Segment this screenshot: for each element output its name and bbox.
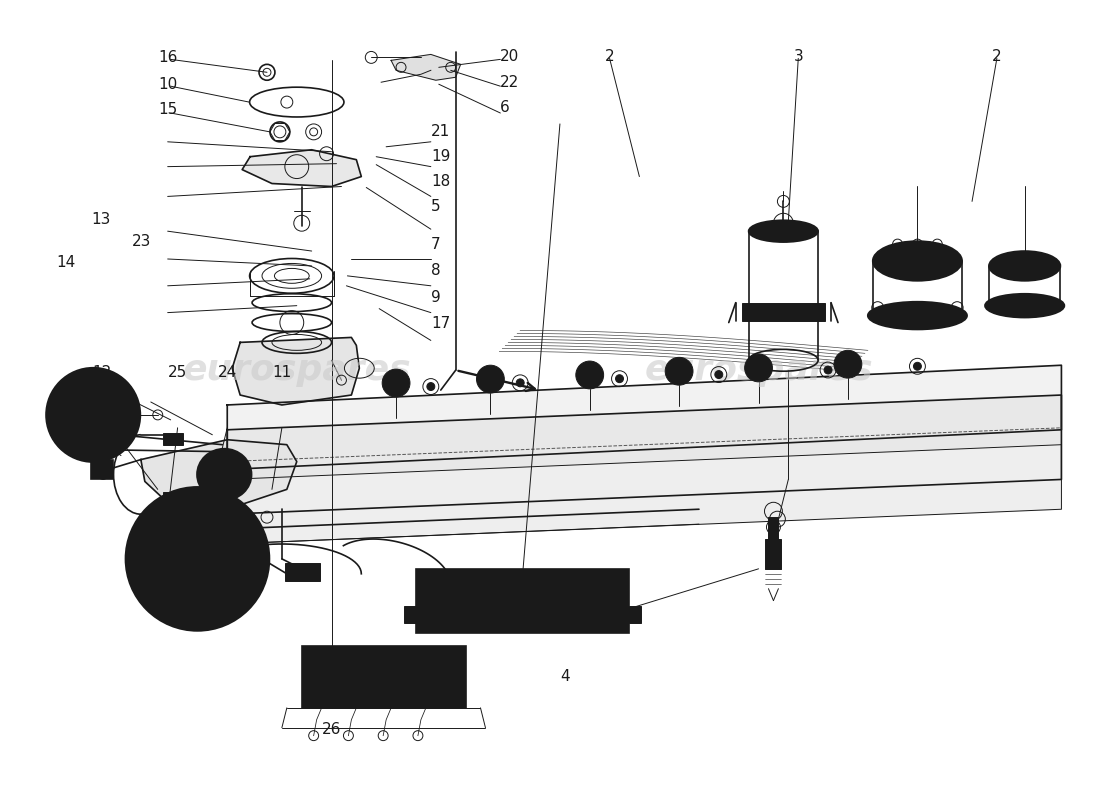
Text: 2: 2 [992, 49, 1002, 64]
Ellipse shape [125, 487, 270, 631]
Circle shape [913, 362, 922, 370]
Circle shape [745, 354, 772, 382]
Ellipse shape [183, 544, 212, 574]
Ellipse shape [989, 251, 1060, 281]
Circle shape [575, 361, 604, 389]
Bar [416, 569, 629, 634]
Circle shape [382, 369, 410, 397]
Circle shape [715, 370, 723, 378]
Text: 1: 1 [767, 526, 777, 542]
Circle shape [165, 516, 170, 522]
Circle shape [476, 366, 504, 393]
Polygon shape [141, 440, 297, 510]
Text: 5: 5 [431, 199, 440, 214]
Polygon shape [228, 395, 1062, 514]
Bar [629, 606, 641, 623]
Polygon shape [242, 150, 361, 186]
Text: eurospares: eurospares [645, 354, 873, 387]
Bar [163, 492, 183, 504]
Ellipse shape [872, 241, 962, 281]
Text: 15: 15 [158, 102, 177, 117]
Circle shape [834, 350, 861, 378]
Bar [163, 433, 183, 445]
Text: 20: 20 [500, 49, 519, 64]
Text: 26: 26 [322, 722, 341, 737]
Text: 23: 23 [131, 234, 151, 249]
Polygon shape [228, 366, 1062, 470]
Circle shape [666, 358, 693, 385]
Text: 22: 22 [500, 74, 519, 90]
Text: 13: 13 [91, 212, 111, 226]
Ellipse shape [46, 368, 141, 462]
Polygon shape [228, 445, 1062, 544]
Bar [285, 563, 320, 581]
Text: 7: 7 [431, 237, 440, 251]
Bar [404, 606, 416, 623]
Text: 9: 9 [431, 290, 441, 306]
Text: 4: 4 [560, 669, 570, 683]
Bar [91, 459, 113, 479]
Bar [766, 539, 781, 569]
Text: 8: 8 [431, 263, 440, 278]
Text: 6: 6 [500, 99, 510, 114]
Circle shape [88, 410, 98, 420]
Bar [301, 646, 465, 708]
Text: 25: 25 [168, 365, 187, 380]
Circle shape [616, 374, 624, 382]
Text: 3: 3 [793, 49, 803, 64]
Circle shape [75, 397, 111, 433]
Text: 19: 19 [431, 150, 450, 164]
Text: 14: 14 [56, 255, 75, 270]
Ellipse shape [749, 220, 818, 242]
Text: 10: 10 [158, 77, 177, 92]
Circle shape [427, 382, 434, 390]
Circle shape [824, 366, 832, 374]
Ellipse shape [868, 302, 967, 330]
Text: 18: 18 [431, 174, 450, 189]
Text: 12: 12 [91, 365, 111, 380]
Text: 21: 21 [431, 124, 450, 139]
Polygon shape [392, 54, 461, 80]
Text: 16: 16 [158, 50, 177, 65]
Ellipse shape [197, 449, 252, 500]
Polygon shape [232, 338, 360, 405]
Ellipse shape [984, 294, 1065, 318]
Text: 24: 24 [218, 365, 236, 380]
Text: 2: 2 [605, 49, 615, 64]
Bar [769, 517, 779, 539]
Circle shape [516, 379, 525, 387]
Text: 17: 17 [431, 316, 450, 331]
Bar [741, 302, 825, 321]
Text: 11: 11 [273, 365, 292, 380]
Text: eurospares: eurospares [183, 354, 411, 387]
